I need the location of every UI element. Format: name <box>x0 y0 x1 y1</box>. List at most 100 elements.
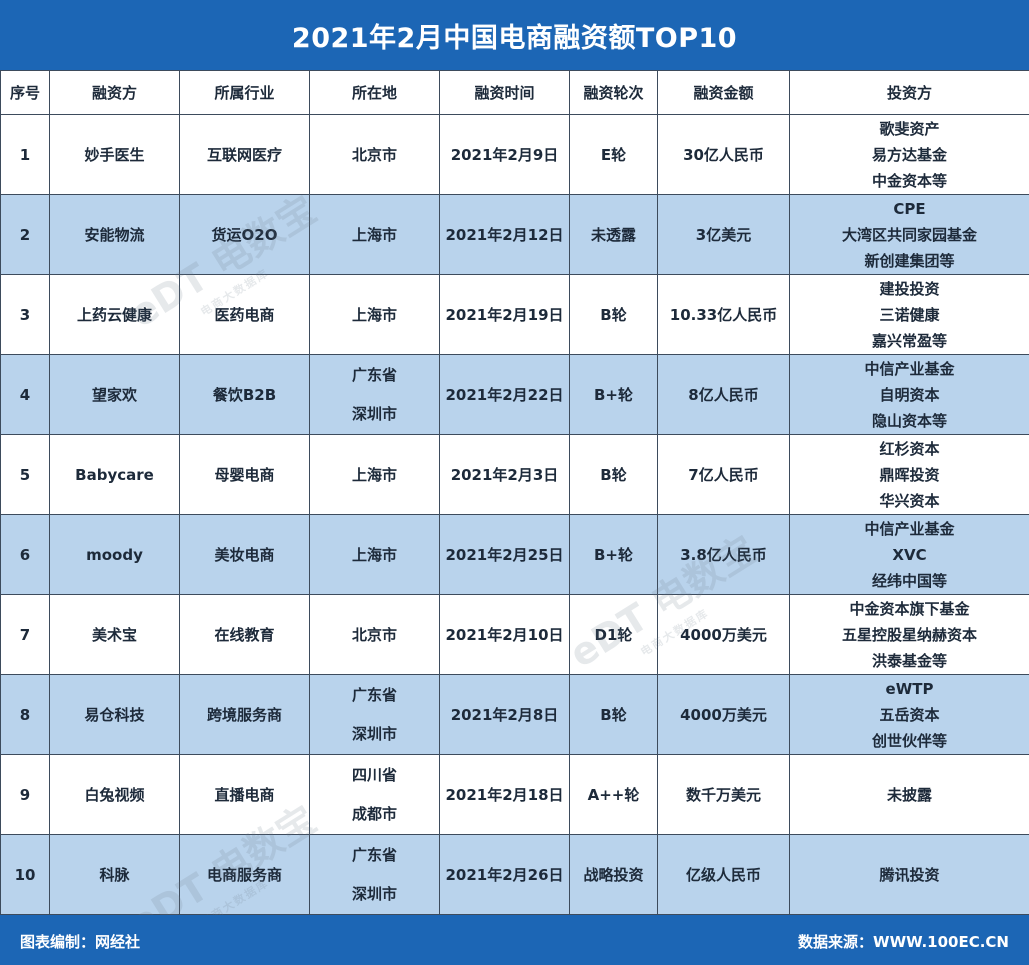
investor-name: 红杉资本 <box>879 439 940 458</box>
location-line: 广东省 <box>351 365 397 384</box>
cell-no: 2 <box>0 194 50 275</box>
table-row: 10 科脉 电商服务商 广东省 深圳市 2021年2月26日 战略投资 亿级人民币 腾讯投资 <box>0 834 1029 915</box>
financing-table: 序号 融资方 所属行业 所在地 融资时间 融资轮次 融资金额 投资方 1 妙手医生… <box>0 70 1029 915</box>
cell-company: 科脉 <box>49 834 180 915</box>
cell-location: 北京市 <box>309 114 440 195</box>
cell-round: B+轮 <box>569 354 658 435</box>
investor-name: eWTP <box>885 679 934 698</box>
location-line: 广东省 <box>351 685 397 704</box>
cell-location: 北京市 <box>309 594 440 675</box>
location-line: 深圳市 <box>351 404 397 423</box>
cell-industry: 互联网医疗 <box>179 114 310 195</box>
location-line: 北京市 <box>351 625 397 644</box>
col-header-amount: 融资金额 <box>657 70 790 115</box>
cell-industry: 直播电商 <box>179 754 310 835</box>
investor-name: 创世伙伴等 <box>871 731 947 750</box>
cell-location: 广东省 深圳市 <box>309 834 440 915</box>
cell-round: D1轮 <box>569 594 658 675</box>
cell-investors: 歌斐资产易方达基金中金资本等 <box>789 114 1029 195</box>
cell-industry: 医药电商 <box>179 274 310 355</box>
investor-name: 腾讯投资 <box>879 865 940 884</box>
cell-amount: 7亿人民币 <box>657 434 790 515</box>
cell-investors: eWTP 五岳资本 创世伙伴等 <box>789 674 1029 755</box>
table-row: 4 望家欢 餐饮B2B 广东省 深圳市 2021年2月22日 B+轮 8亿人民币 中信产业基金自… <box>0 354 1029 435</box>
cell-location: 上海市 <box>309 434 440 515</box>
col-header-date: 融资时间 <box>439 70 570 115</box>
location-line: 深圳市 <box>351 724 397 743</box>
investor-name: 鼎晖投资 <box>879 465 940 484</box>
cell-amount: 4000万美元 <box>657 674 790 755</box>
investor-name: 易方达基金 <box>871 145 947 164</box>
cell-investors: 未披露 <box>789 754 1029 835</box>
cell-company: 望家欢 <box>49 354 180 435</box>
cell-company: 白兔视频 <box>49 754 180 835</box>
cell-location: 四川省 成都市 <box>309 754 440 835</box>
cell-company: moody <box>49 514 180 595</box>
cell-no: 10 <box>0 834 50 915</box>
cell-round: 战略投资 <box>569 834 658 915</box>
investor-name: CPE <box>893 199 926 218</box>
investor-name: 歌斐资产 <box>879 119 940 138</box>
investor-name: 华兴资本 <box>879 491 940 510</box>
location-line: 上海市 <box>351 305 397 324</box>
cell-no: 9 <box>0 754 50 835</box>
investor-name: 中信产业基金 <box>864 519 955 538</box>
cell-amount: 3.8亿人民币 <box>657 514 790 595</box>
col-header-company: 融资方 <box>49 70 180 115</box>
investor-name: 三诺健康 <box>879 305 940 324</box>
investor-name: 隐山资本等 <box>871 411 947 430</box>
location-line: 广东省 <box>351 845 397 864</box>
cell-date: 2021年2月10日 <box>439 594 570 675</box>
cell-industry: 货运O2O <box>179 194 310 275</box>
table-row: 6 moody 美妆电商 上海市 2021年2月25日 B+轮 3.8亿人民币 中信产业基金 X… <box>0 514 1029 595</box>
cell-date: 2021年2月9日 <box>439 114 570 195</box>
col-header-industry: 所属行业 <box>179 70 310 115</box>
investor-name: 未披露 <box>886 785 932 804</box>
cell-date: 2021年2月8日 <box>439 674 570 755</box>
cell-investors: 腾讯投资 <box>789 834 1029 915</box>
cell-round: B轮 <box>569 274 658 355</box>
investor-name: 自明资本 <box>879 385 940 404</box>
cell-no: 5 <box>0 434 50 515</box>
page-title-bar: 2021年2月中国电商融资额TOP10 <box>0 0 1029 70</box>
investor-name: 大湾区共同家园基金 <box>841 225 977 244</box>
cell-no: 7 <box>0 594 50 675</box>
investor-name: XVC <box>892 545 927 564</box>
cell-industry: 跨境服务商 <box>179 674 310 755</box>
cell-location: 上海市 <box>309 274 440 355</box>
cell-company: 安能物流 <box>49 194 180 275</box>
cell-investors: 中信产业基金 XVC 经纬中国等 <box>789 514 1029 595</box>
cell-date: 2021年2月22日 <box>439 354 570 435</box>
location-line: 深圳市 <box>351 884 397 903</box>
cell-amount: 30亿人民币 <box>657 114 790 195</box>
table-row: 9 白兔视频 直播电商 四川省 成都市 2021年2月18日 A++轮 数千万美元 未披露 <box>0 754 1029 835</box>
cell-location: 上海市 <box>309 194 440 275</box>
cell-round: A++轮 <box>569 754 658 835</box>
cell-company: 易仓科技 <box>49 674 180 755</box>
cell-location: 上海市 <box>309 514 440 595</box>
table-row: 1 妙手医生 互联网医疗 北京市 2021年2月9日 E轮 30亿人民币 歌斐资产 易方达基金中… <box>0 114 1029 195</box>
investor-name: 建投投资 <box>879 279 940 298</box>
cell-date: 2021年2月25日 <box>439 514 570 595</box>
col-header-location: 所在地 <box>309 70 440 115</box>
cell-round: B轮 <box>569 674 658 755</box>
cell-location: 广东省 深圳市 <box>309 674 440 755</box>
cell-industry: 母婴电商 <box>179 434 310 515</box>
cell-investors: 建投投资 三诺健康 嘉兴常盈等 <box>789 274 1029 355</box>
cell-round: B+轮 <box>569 514 658 595</box>
investor-name: 洪泰基金等 <box>871 651 947 670</box>
col-header-investors: 投资方 <box>789 70 1029 115</box>
cell-amount: 8亿人民币 <box>657 354 790 435</box>
cell-amount: 亿级人民币 <box>657 834 790 915</box>
cell-amount: 4000万美元 <box>657 594 790 675</box>
cell-no: 6 <box>0 514 50 595</box>
cell-industry: 餐饮B2B <box>179 354 310 435</box>
location-line: 上海市 <box>351 545 397 564</box>
cell-company: 美术宝 <box>49 594 180 675</box>
cell-investors: 中金资本旗下基金 五星控股星纳赫资本 洪泰基金等 <box>789 594 1029 675</box>
page-title: 2021年2月中国电商融资额TOP10 <box>291 22 738 54</box>
footer-source: 数据来源：WWW.100EC.CN <box>798 933 1009 951</box>
investor-name: 中金资本等 <box>871 171 947 190</box>
location-line: 北京市 <box>351 145 397 164</box>
cell-no: 8 <box>0 674 50 755</box>
